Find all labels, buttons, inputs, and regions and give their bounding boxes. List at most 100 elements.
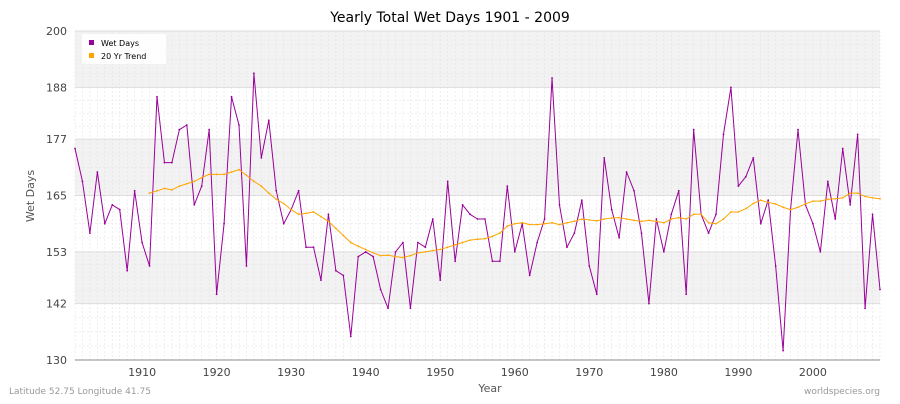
x-tick-label: 1970 [575,366,603,379]
wet-days-point [267,119,270,122]
trend-point [856,192,859,195]
trend-point [215,173,218,176]
wet-days-point [543,218,546,220]
trend-point [692,213,695,216]
trend-point [737,211,740,213]
wet-days-point [118,208,121,211]
trend-point [275,198,278,201]
wet-days-point [722,133,725,136]
trend-point [774,203,777,205]
trend-point [297,213,300,216]
wet-days-point [834,218,837,220]
trend-point [185,182,188,185]
wet-days-point [491,260,494,263]
legend: Wet Days 20 Yr Trend [82,34,166,64]
chart-title: Yearly Total Wet Days 1901 - 2009 [329,10,570,26]
wet-days-point [223,222,225,225]
trend-point [193,180,196,183]
trend-point [513,222,516,225]
trend-point [163,187,166,190]
wet-days-point [200,185,203,188]
trend-point [461,241,464,244]
trend-point [841,196,844,199]
trend-point [625,218,628,220]
x-tick-label: 1930 [277,366,305,379]
wet-days-point [782,349,784,352]
wet-days-point [89,232,91,235]
trend-point [476,238,479,241]
wet-days-point [677,189,680,192]
wet-days-point [431,218,434,220]
wet-days-point [752,157,755,159]
wet-days-point [379,288,382,291]
trend-point [260,185,263,188]
wet-days-point [320,279,322,281]
trend-point [662,221,665,224]
trend-point [677,216,680,219]
trend-point [797,206,799,209]
legend-box [82,34,166,64]
trend-point [446,246,449,249]
trend-point [305,212,307,215]
trend-point [715,222,717,225]
trend-point [528,223,531,226]
trend-point [349,241,352,244]
trend-point [730,211,732,213]
wet-days-point [774,265,777,267]
legend-label-trend: 20 Yr Trend [101,52,146,61]
wet-days-point [812,222,814,225]
trend-point [789,208,792,211]
trend-point [364,248,367,251]
trend-point [812,200,814,203]
trend-point [178,185,181,188]
wet-days-point [536,241,539,244]
trend-point [633,219,635,222]
trend-point [588,219,591,221]
trend-point [536,223,539,226]
trend-point [655,220,658,223]
trend-point [424,251,427,253]
trend-point [826,198,829,201]
wet-days-point [81,180,84,183]
wet-days-point [252,72,255,75]
wet-days-point [610,208,613,211]
footer-source: worldspecies.org [804,387,880,397]
wet-days-point [461,204,464,206]
wet-days-point [312,246,315,249]
y-tick-label: 130 [46,354,67,367]
x-tick-label: 1960 [501,366,529,379]
wet-days-point [469,213,471,216]
wet-days-point [662,251,665,253]
wet-days-point [759,222,762,225]
wet-days-point [871,213,874,216]
wet-days-point [707,232,710,235]
wet-days-point [193,204,196,206]
trend-point [782,206,784,209]
wet-days-point [424,246,427,249]
wet-days-point [126,269,129,272]
trend-point [327,220,330,223]
trend-point [648,219,650,222]
wet-days-point [856,133,859,136]
trend-point [171,188,173,191]
wet-days-point [349,335,352,338]
trend-point [342,234,345,237]
trend-point [454,243,457,246]
wet-days-point [633,189,635,192]
trend-point [394,255,397,258]
wet-days-point [446,180,449,183]
wet-days-point [111,204,114,206]
legend-swatch-trend [89,53,94,58]
axes: 130 142 153 165 177 188 200 1910 1920 1930 1940 195… [46,25,880,379]
trend-point [357,245,360,248]
y-tick-label: 200 [46,25,67,38]
trend-point [290,208,293,211]
wet-days-point [819,251,822,253]
trend-point [223,173,225,176]
wet-days-point [230,95,233,98]
wet-days-point [566,246,568,249]
wet-days-point [133,189,136,192]
wet-days-point [558,204,561,206]
wet-days-point [797,128,799,131]
wet-days-point [156,95,158,98]
